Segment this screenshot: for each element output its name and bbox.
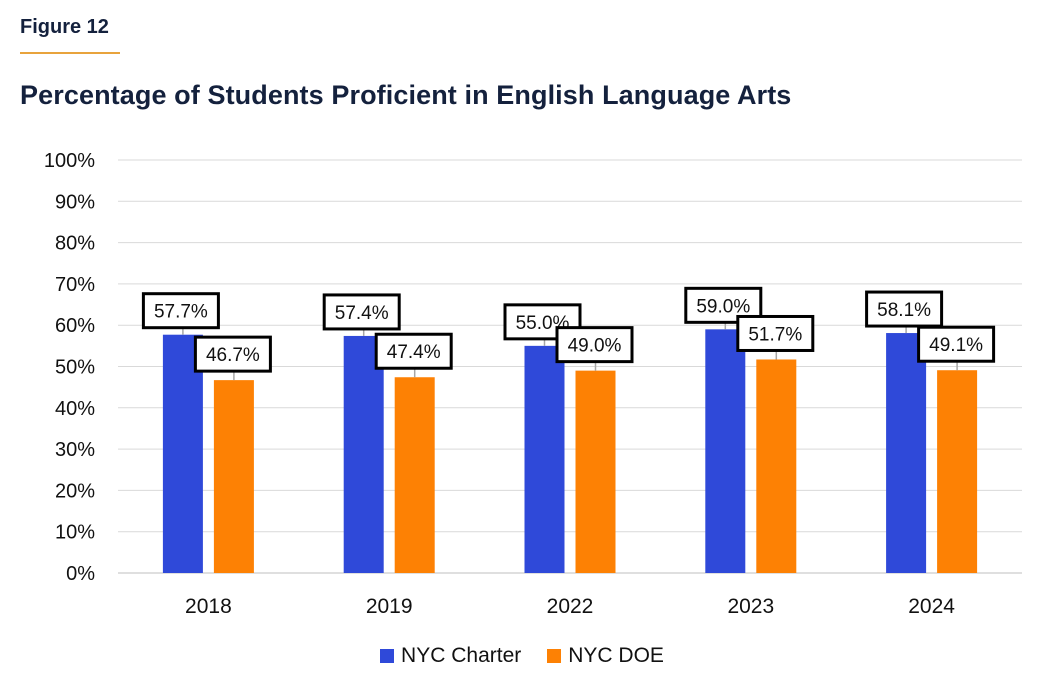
data-label-box	[555, 326, 634, 364]
x-tick-label: 2022	[547, 595, 594, 618]
data-label-box	[374, 332, 453, 370]
y-tick-label: 100%	[44, 150, 95, 172]
legend-label-charter: NYC Charter	[401, 644, 522, 667]
data-label-doe: 51.7%	[748, 324, 802, 345]
y-tick-label: 70%	[55, 274, 95, 296]
chart-legend: NYC Charter NYC DOE	[0, 644, 1044, 668]
data-label-doe: 46.7%	[206, 345, 260, 366]
figure-label-underline	[20, 52, 120, 54]
x-tick-label: 2019	[366, 595, 413, 618]
legend-label-doe: NYC DOE	[568, 644, 664, 667]
bar-doe	[575, 370, 616, 573]
bar-charter	[343, 335, 384, 573]
y-tick-label: 20%	[55, 480, 95, 502]
data-label-box	[865, 290, 944, 328]
x-tick-label: 2023	[727, 595, 774, 618]
bar-doe	[937, 370, 978, 573]
legend-item-doe: NYC DOE	[547, 644, 664, 668]
data-label-charter: 57.4%	[335, 303, 389, 324]
legend-item-charter: NYC Charter	[380, 644, 521, 668]
data-label-doe: 47.4%	[387, 342, 441, 363]
data-label-box	[503, 303, 582, 341]
data-label-charter: 59.0%	[696, 296, 750, 317]
bar-doe	[213, 380, 254, 573]
data-label-box	[917, 325, 996, 363]
y-tick-label: 80%	[55, 233, 95, 255]
figure-label: Figure 12	[20, 16, 109, 38]
legend-swatch-doe	[547, 649, 562, 663]
x-tick-label: 2024	[908, 595, 955, 618]
data-label-box	[141, 292, 220, 330]
bar-charter	[705, 329, 746, 573]
data-label-doe: 49.1%	[929, 335, 983, 356]
chart-title: Percentage of Students Proficient in Eng…	[20, 80, 792, 110]
y-tick-label: 10%	[55, 522, 95, 544]
legend-swatch-charter	[380, 649, 395, 663]
bar-doe	[756, 359, 797, 573]
y-tick-label: 0%	[66, 563, 95, 585]
data-label-box	[736, 314, 815, 352]
data-label-charter: 57.7%	[154, 302, 208, 323]
y-tick-label: 60%	[55, 315, 95, 337]
bar-charter	[162, 334, 203, 573]
y-tick-label: 40%	[55, 398, 95, 420]
bar-charter	[886, 333, 927, 573]
data-label-charter: 58.1%	[877, 300, 931, 321]
x-tick-label: 2018	[185, 595, 232, 618]
bar-doe	[394, 377, 435, 573]
data-label-box	[322, 293, 401, 331]
data-label-doe: 49.0%	[568, 336, 622, 357]
y-tick-label: 30%	[55, 439, 95, 461]
y-tick-label: 90%	[55, 191, 95, 213]
data-label-box	[193, 335, 272, 373]
bar-charter	[524, 345, 565, 573]
y-tick-label: 50%	[55, 357, 95, 379]
